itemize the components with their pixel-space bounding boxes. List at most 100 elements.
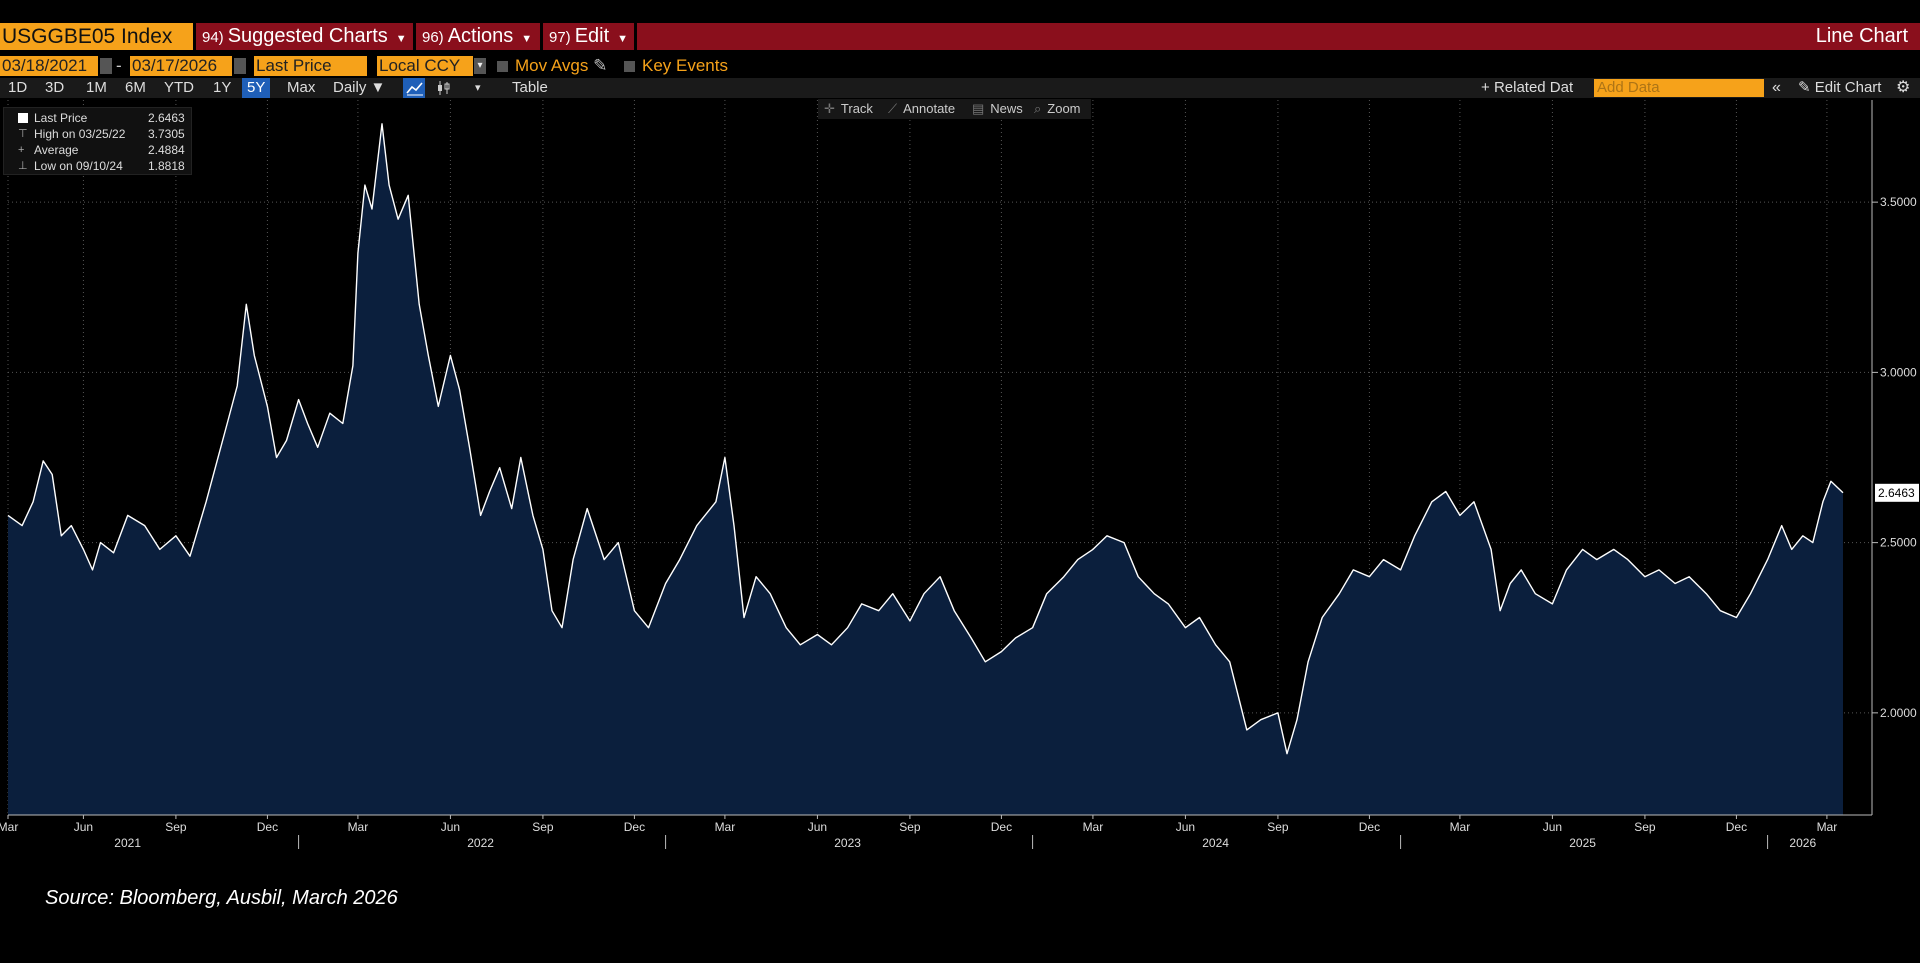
series-line — [7, 123, 1844, 755]
period-1y-button[interactable]: 1Y — [213, 79, 232, 96]
x-tick-label: Sep — [165, 820, 187, 834]
toolbar — [0, 78, 1920, 98]
last-value-box — [1875, 483, 1919, 502]
menu-number: 96) — [422, 29, 444, 46]
plus-icon: + — [1481, 79, 1490, 96]
year-label: 2025 — [1569, 836, 1596, 850]
menu-number: 94) — [202, 29, 224, 46]
track-tool[interactable]: ✛ Track — [824, 99, 873, 119]
x-tick-label: Mar — [348, 820, 369, 834]
edit-chart-button[interactable]: ✎ Edit Chart — [1798, 78, 1881, 98]
x-tick-label: Dec — [991, 820, 1012, 834]
average-marker-icon: + — [18, 144, 25, 156]
year-label: 2024 — [1202, 836, 1229, 850]
chevron-down-icon[interactable]: ▾ — [474, 58, 486, 74]
actions-menu[interactable]: 96) Actions ▼ — [422, 23, 532, 50]
gear-icon[interactable]: ⚙ — [1896, 79, 1911, 96]
annotate-tool[interactable]: ⟋ Annotate — [888, 99, 955, 119]
legend-value: 1.8818 — [148, 159, 185, 173]
frequency-dropdown[interactable]: Daily ▼ — [333, 78, 385, 98]
pencil-icon: ✎ — [593, 56, 608, 75]
magnifier-icon: ⌕ — [1034, 101, 1042, 116]
field-selector[interactable]: Last Price — [254, 56, 367, 76]
table-button[interactable]: Table — [512, 79, 548, 96]
header-divider — [193, 23, 196, 50]
legend-swatch — [18, 113, 28, 123]
menu-label: Actions — [447, 25, 514, 47]
year-label: 2021 — [114, 836, 141, 850]
period-5y-button[interactable]: 5Y — [242, 78, 271, 98]
date-separator: - — [116, 56, 122, 75]
candlestick-icon[interactable] — [436, 78, 452, 98]
chart-tools-bar — [818, 99, 1091, 119]
year-label: 2023 — [834, 836, 861, 850]
y-tick-label: 3.0000 — [1880, 365, 1917, 379]
track-label: Track — [840, 101, 873, 116]
header-divider — [634, 23, 637, 50]
news-icon: ▤ — [972, 101, 985, 116]
legend-row-low: ⊥ Low on 09/10/24 1.8818 — [8, 158, 188, 174]
x-tick-label: Dec — [1726, 820, 1747, 834]
related-data-button[interactable]: + Related Dat — [1481, 78, 1573, 98]
edit-menu[interactable]: 97) Edit ▼ — [549, 23, 628, 50]
legend-row-last-price: Last Price 2.6463 — [8, 110, 188, 126]
news-label: News — [990, 101, 1023, 116]
y-tick-label: 2.0000 — [1880, 706, 1917, 720]
pencil-icon: ✎ — [1798, 79, 1811, 96]
period-ytd-button[interactable]: YTD — [164, 79, 194, 96]
key-events-toggle[interactable]: Key Events — [624, 56, 728, 76]
legend-value: 2.6463 — [148, 111, 185, 125]
legend-label: Average — [34, 143, 79, 157]
key-events-label: Key Events — [642, 56, 728, 75]
legend-value: 2.4884 — [148, 143, 185, 157]
zoom-label: Zoom — [1047, 101, 1081, 116]
line-chart-icon[interactable] — [403, 78, 425, 98]
calendar-icon[interactable] — [100, 58, 112, 74]
ticker-field[interactable]: USGGBE05 Index — [0, 23, 193, 50]
chevron-down-icon[interactable]: ▾ — [475, 82, 481, 94]
period-max-button[interactable]: Max — [287, 79, 316, 96]
mov-avgs-toggle[interactable]: Mov Avgs ✎ — [497, 56, 607, 76]
x-tick-label: Mar — [0, 820, 18, 834]
last-value-label: 2.6463 — [1878, 486, 1915, 500]
x-tick-label: Jun — [1543, 820, 1562, 834]
suggested-charts-menu[interactable]: 94) Suggested Charts ▼ — [202, 23, 407, 50]
x-tick-label: Mar — [1450, 820, 1471, 834]
period-1d-button[interactable]: 1D — [8, 79, 28, 96]
collapse-icon[interactable]: « — [1772, 79, 1781, 96]
calendar-icon[interactable] — [234, 58, 246, 74]
y-tick-label: 3.5000 — [1880, 195, 1917, 209]
period-1m-button[interactable]: 1M — [86, 79, 107, 96]
menu-label: Suggested Charts — [227, 25, 388, 47]
x-tick-label: Dec — [257, 820, 278, 834]
legend-label: High on 03/25/22 — [34, 127, 126, 141]
add-data-input[interactable]: Add Data — [1594, 79, 1764, 97]
x-tick-label: Dec — [1359, 820, 1380, 834]
x-tick-label: Mar — [1083, 820, 1104, 834]
x-tick-label: Jun — [1176, 820, 1195, 834]
end-date-input[interactable]: 03/17/2026 — [130, 56, 232, 76]
menu-number: 97) — [549, 29, 571, 46]
checkbox-icon — [497, 61, 508, 72]
source-note: Source: Bloomberg, Ausbil, March 2026 — [45, 887, 398, 909]
currency-selector[interactable]: Local CCY — [377, 56, 473, 76]
x-tick-label: Jun — [441, 820, 460, 834]
period-6m-button[interactable]: 6M — [125, 79, 146, 96]
x-tick-label: Mar — [715, 820, 736, 834]
start-date-input[interactable]: 03/18/2021 — [0, 56, 98, 76]
related-data-label: Related Dat — [1493, 79, 1574, 96]
x-tick-label: Dec — [624, 820, 645, 834]
mov-avgs-label: Mov Avgs — [515, 56, 589, 75]
x-tick-label: Sep — [1267, 820, 1289, 834]
series-area — [8, 123, 1843, 816]
zoom-tool[interactable]: ⌕ Zoom — [1034, 99, 1081, 119]
legend-row-high: ⊤ High on 03/25/22 3.7305 — [8, 126, 188, 142]
x-tick-label: Jun — [808, 820, 827, 834]
header-divider — [413, 23, 416, 50]
chart-type-label: Line Chart — [1815, 25, 1908, 47]
period-3d-button[interactable]: 3D — [45, 79, 65, 96]
legend-label: Low on 09/10/24 — [34, 159, 123, 173]
news-tool[interactable]: ▤ News — [972, 99, 1023, 119]
caret-down-icon: ▼ — [395, 33, 407, 45]
